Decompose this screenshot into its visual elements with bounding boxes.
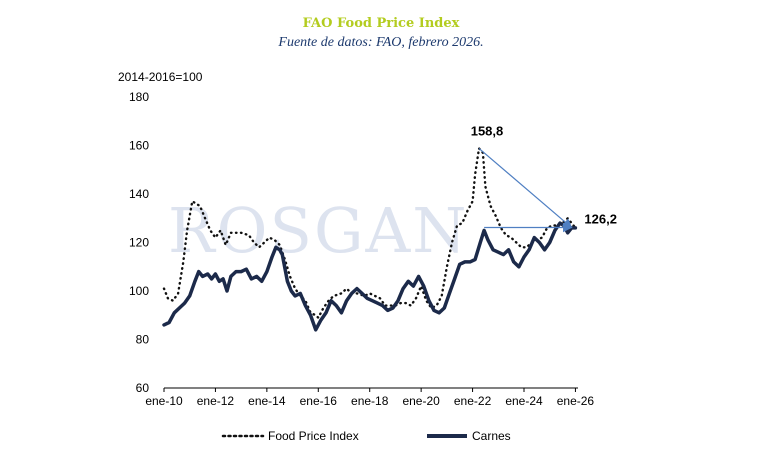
trend-arrow bbox=[478, 147, 573, 229]
chart-subtitle: Fuente de datos: FAO, febrero 2026. bbox=[278, 35, 484, 50]
x-tick-label: ene-22 bbox=[454, 394, 492, 408]
series-line-food-price-index bbox=[162, 147, 577, 319]
y-tick-label: 180 bbox=[129, 90, 149, 104]
y-tick-label: 60 bbox=[136, 381, 150, 395]
annotations-layer: 158,8 126,2 bbox=[471, 123, 617, 233]
value-annotation: 126,2 bbox=[584, 211, 617, 226]
y-tick-label: 160 bbox=[129, 139, 149, 153]
x-tick-label: ene-10 bbox=[145, 394, 183, 408]
watermark-text: ROSGAN bbox=[168, 194, 469, 267]
y-tick-label: 100 bbox=[129, 284, 149, 298]
legend-label-carnes: Carnes bbox=[472, 429, 511, 443]
x-tick-label: ene-26 bbox=[557, 394, 595, 408]
x-tick-label: ene-24 bbox=[505, 394, 543, 408]
legend: Food Price Index Carnes bbox=[221, 429, 511, 443]
y-axis-unit-label: 2014-2016=100 bbox=[118, 70, 203, 84]
series-layer bbox=[162, 147, 578, 332]
axes: 60 80 100 120 140 160 180 ene-10 ene-12 ene-14 ene… bbox=[129, 90, 594, 408]
watermark: ROSGAN bbox=[168, 194, 469, 267]
x-tick-label: ene-18 bbox=[351, 394, 389, 408]
y-tick-label: 80 bbox=[136, 333, 150, 347]
x-tick-label: ene-12 bbox=[197, 394, 235, 408]
x-tick-label: ene-20 bbox=[402, 394, 440, 408]
legend-label-food-price-index: Food Price Index bbox=[268, 429, 359, 443]
y-tick-label: 140 bbox=[129, 187, 149, 201]
x-tick-label: ene-16 bbox=[300, 394, 338, 408]
x-tick-label: ene-14 bbox=[248, 394, 286, 408]
value-annotation: 158,8 bbox=[471, 123, 504, 138]
chart-title: FAO Food Price Index bbox=[302, 16, 460, 31]
series-line-carnes bbox=[162, 221, 578, 332]
y-tick-label: 120 bbox=[129, 236, 149, 250]
